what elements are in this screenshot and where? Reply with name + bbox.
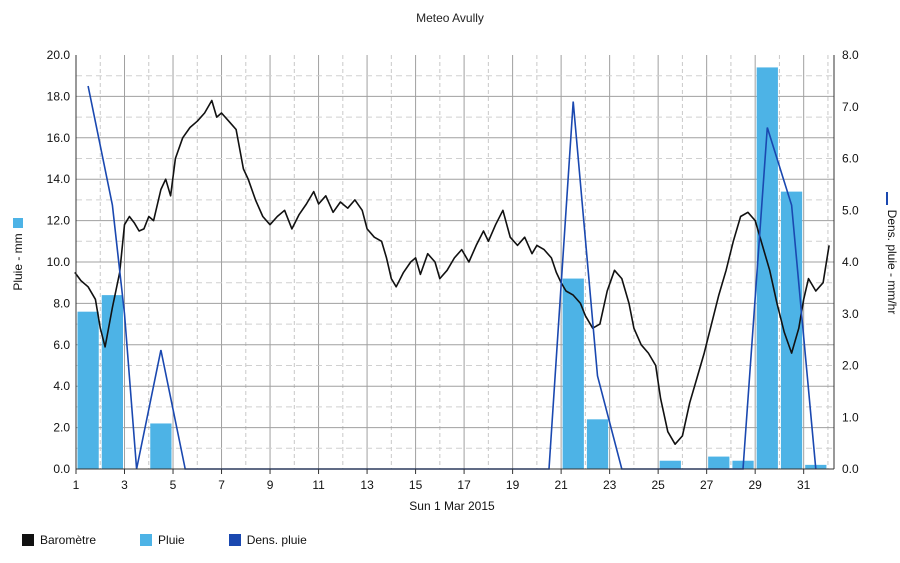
y-left-tick-label: 10.0 xyxy=(47,255,71,269)
y-left-tick-label: 12.0 xyxy=(47,214,71,228)
x-tick-labels: 1 3 5 7 9 11 13 15 17 19 21 23 25 27 29 31 xyxy=(73,469,811,492)
axes xyxy=(75,55,835,470)
x-tick-label: 7 xyxy=(218,478,225,492)
x-tick-label: 19 xyxy=(506,478,520,492)
pluie-bar xyxy=(756,67,778,470)
y-left-tick-label: 2.0 xyxy=(53,421,70,435)
x-tick-label: 29 xyxy=(748,478,762,492)
legend-item-pluie: Pluie xyxy=(140,533,185,547)
x-tick-label: 27 xyxy=(700,478,714,492)
pluie-bar xyxy=(708,456,730,469)
pluie-bar xyxy=(562,278,584,469)
legend-item-dens-pluie: Dens. pluie xyxy=(228,533,307,547)
pluie-bar xyxy=(150,423,172,469)
legend-label-barometre: Baromètre xyxy=(40,533,97,547)
x-tick-label: 17 xyxy=(457,478,471,492)
y-left-tick-label: 18.0 xyxy=(47,89,71,103)
barometre-line xyxy=(74,99,830,446)
legend-swatch-barometre xyxy=(22,534,34,546)
dens-pluie-line xyxy=(87,85,817,470)
legend-swatch-pluie xyxy=(140,534,153,546)
pluie-bar xyxy=(77,311,99,469)
legend-item-barometre: Baromètre xyxy=(22,533,96,547)
x-tick-label: 23 xyxy=(603,478,617,492)
x-axis-label: Sun 1 Mar 2015 xyxy=(409,499,495,513)
y-left-tick-label: 20.0 xyxy=(47,48,71,62)
y-left-tick-labels: 0.0 2.0 4.0 6.0 8.0 10.0 12.0 14.0 16.0 18.0 20.0 xyxy=(47,48,71,476)
y-right-tick-label: 5.0 xyxy=(842,203,859,217)
y-right-tick-label: 2.0 xyxy=(842,359,859,373)
y-right-axis-label: Dens. pluie - mm/hr xyxy=(885,210,899,315)
x-tick-label: 3 xyxy=(121,478,128,492)
y-right-tick-label: 6.0 xyxy=(842,152,859,166)
x-tick-label: 5 xyxy=(170,478,177,492)
y-left-swatch xyxy=(13,218,23,228)
x-tick-label: 15 xyxy=(409,478,423,492)
legend-label-pluie: Pluie xyxy=(158,533,185,547)
y-right-tick-label: 3.0 xyxy=(842,307,859,321)
y-right-tick-label: 1.0 xyxy=(842,410,859,424)
y-right-tick-labels: 0.0 1.0 2.0 3.0 4.0 5.0 6.0 7.0 8.0 xyxy=(842,48,859,476)
y-right-tick-label: 0.0 xyxy=(842,462,859,476)
x-tick-label: 31 xyxy=(797,478,811,492)
x-tick-label: 13 xyxy=(360,478,374,492)
series-lines xyxy=(74,85,830,470)
pluie-bar xyxy=(101,295,124,469)
pluie-bar xyxy=(659,460,681,469)
legend-swatch-dens-pluie xyxy=(228,534,241,546)
y-left-axis-label: Pluie - mm xyxy=(11,233,25,290)
y-left-tick-label: 4.0 xyxy=(53,379,70,393)
x-tick-label: 1 xyxy=(73,478,80,492)
y-left-tick-label: 8.0 xyxy=(53,296,70,310)
y-right-tick-label: 4.0 xyxy=(842,255,859,269)
y-right-tick-label: 7.0 xyxy=(842,100,859,114)
chart-title: Meteo Avully xyxy=(416,11,484,25)
y-left-tick-label: 16.0 xyxy=(47,131,71,145)
x-tick-label: 21 xyxy=(554,478,568,492)
y-left-tick-label: 0.0 xyxy=(53,462,70,476)
x-tick-label: 11 xyxy=(312,478,325,492)
pluie-bar xyxy=(586,419,609,469)
x-tick-label: 25 xyxy=(651,478,665,492)
y-right-tick-label: 8.0 xyxy=(842,48,859,62)
grid xyxy=(76,55,834,469)
y-left-tick-label: 6.0 xyxy=(53,338,70,352)
legend: Baromètre Pluie Dens. pluie xyxy=(22,533,307,547)
x-tick-label: 9 xyxy=(267,478,274,492)
y-left-tick-label: 14.0 xyxy=(47,172,71,186)
legend-label-dens-pluie: Dens. pluie xyxy=(246,533,307,547)
